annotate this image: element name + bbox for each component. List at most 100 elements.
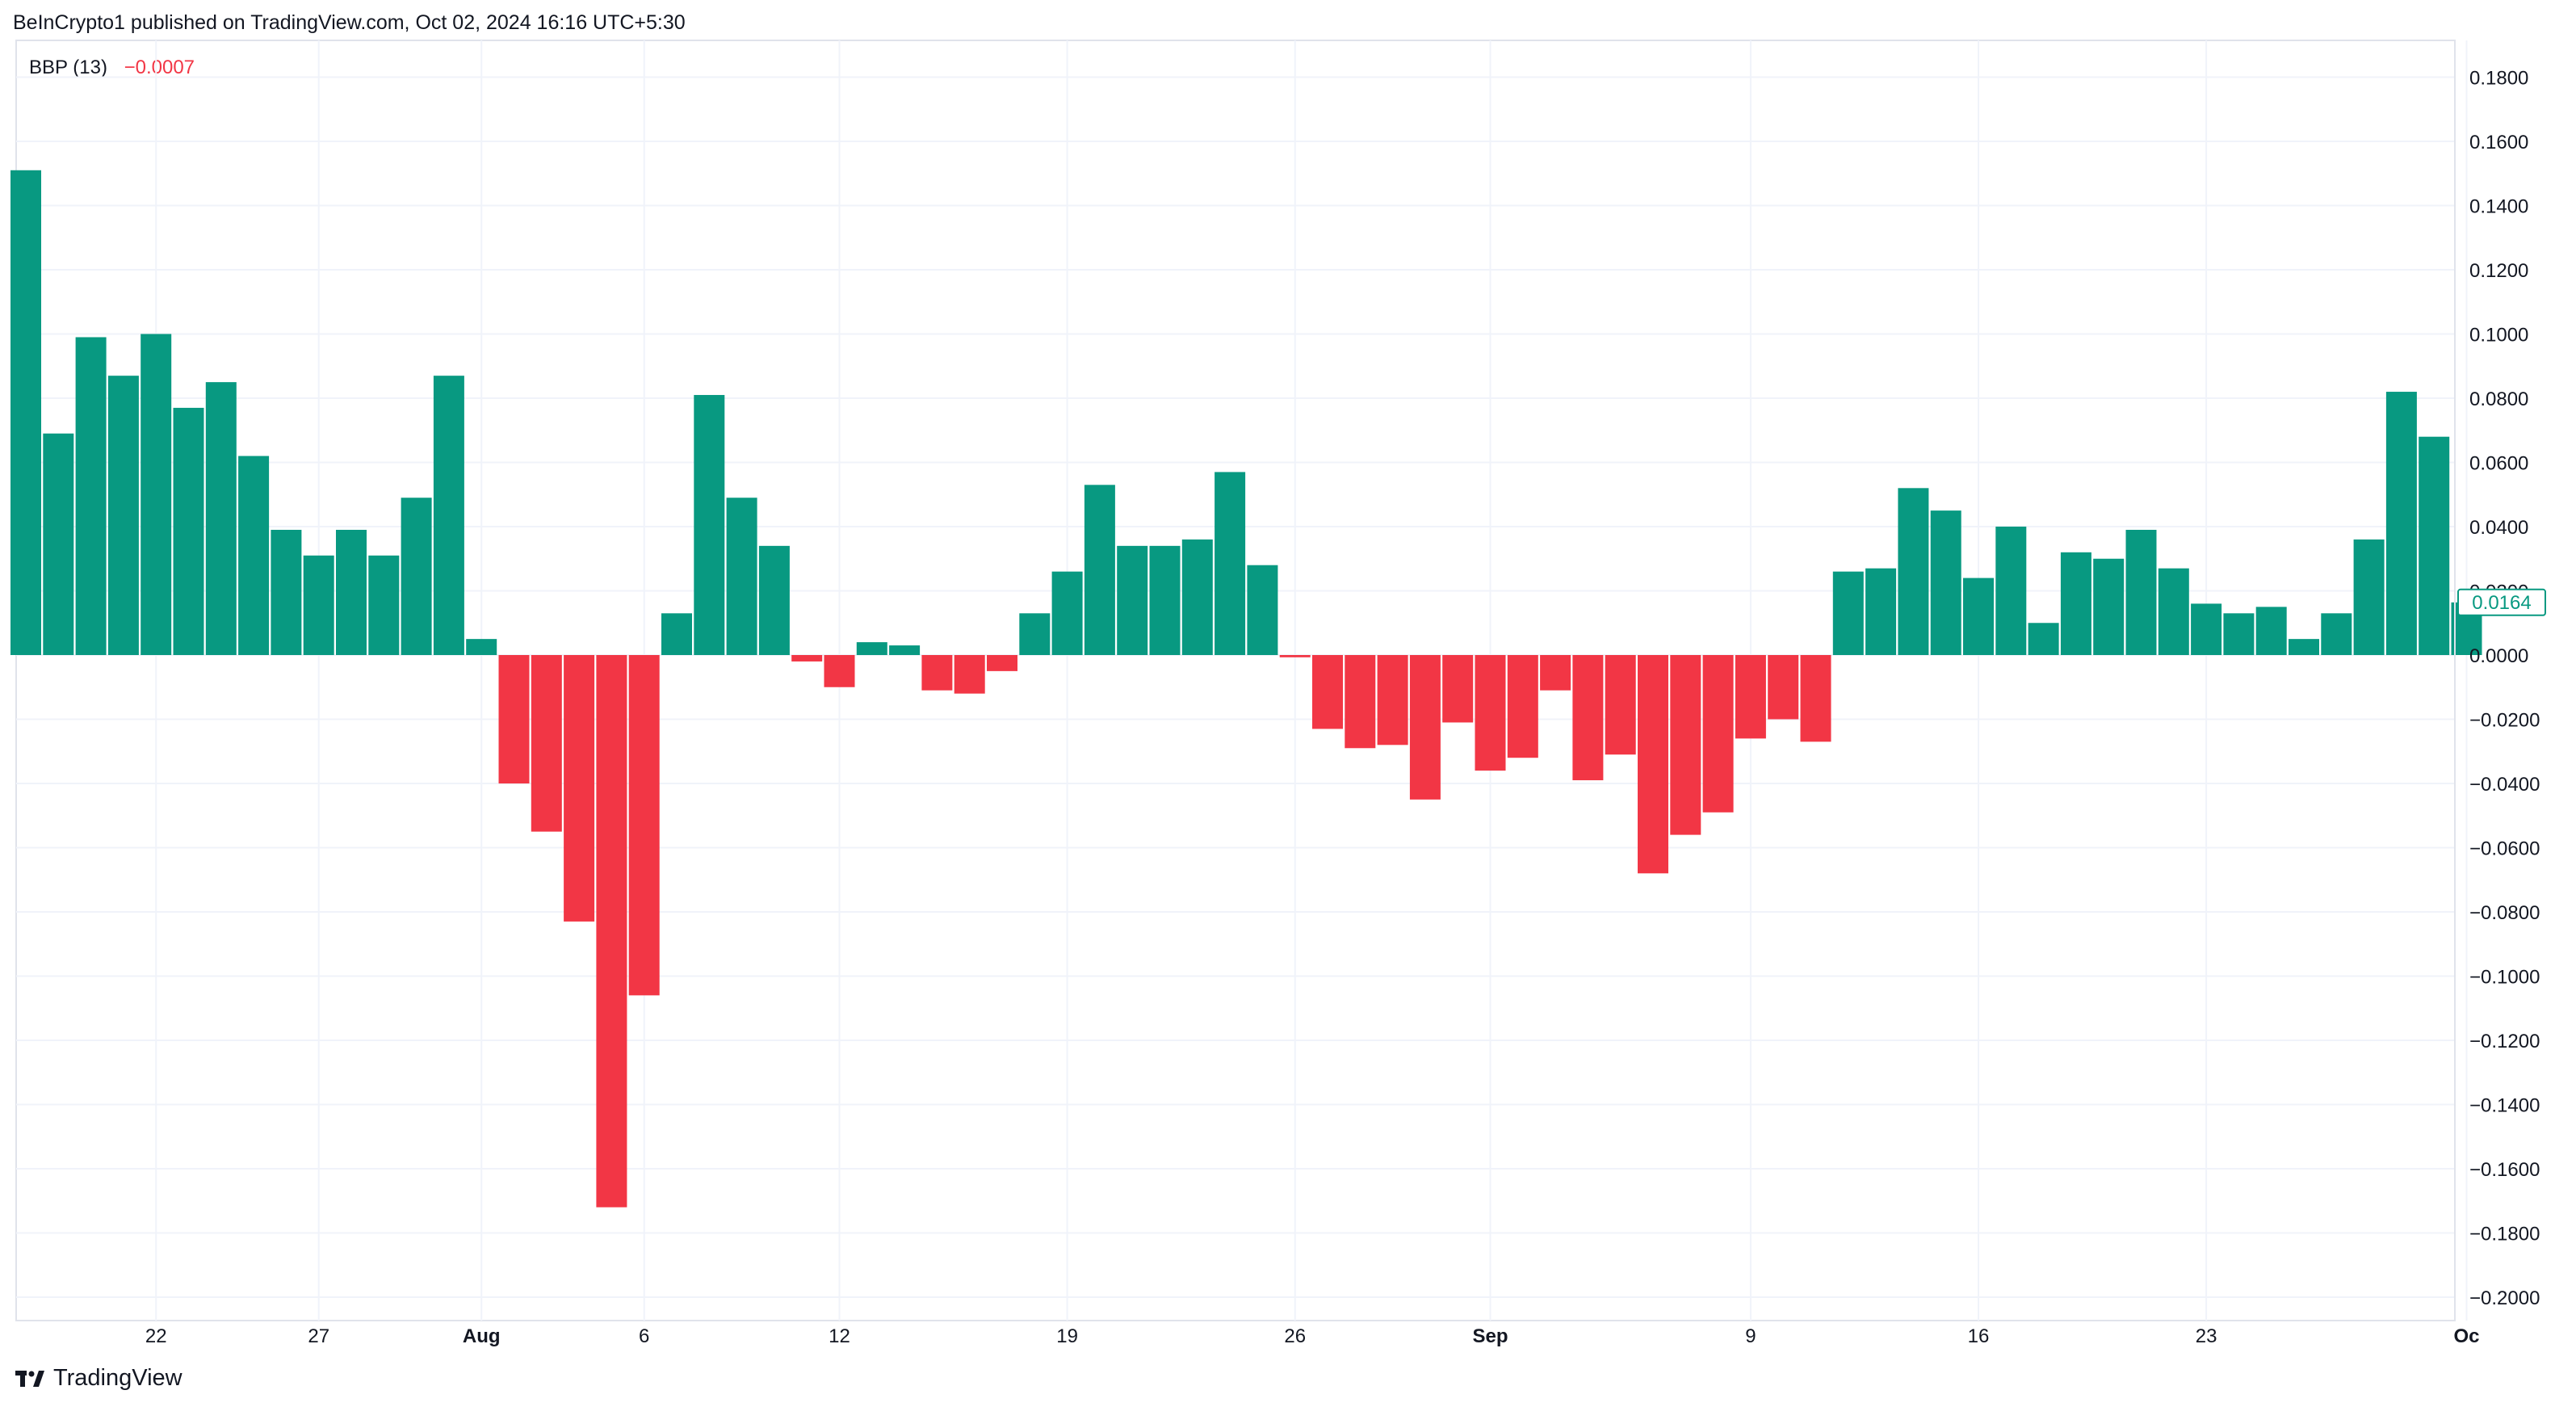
y-tick-label: −0.1400 <box>2469 1095 2540 1117</box>
last-value-badge <box>2457 588 2546 616</box>
histogram-bar <box>43 433 74 655</box>
histogram-bar <box>954 655 985 694</box>
x-tick-label: 12 <box>829 1325 850 1347</box>
y-tick-label: −0.1800 <box>2469 1224 2540 1245</box>
x-tick-label: 26 <box>1284 1325 1306 1347</box>
histogram-bar <box>1540 655 1571 691</box>
histogram-bar <box>1247 565 1278 655</box>
histogram-bar <box>1572 655 1604 781</box>
x-tick-label: Sep <box>1472 1325 1508 1347</box>
y-tick-label: 0.1600 <box>2469 132 2528 153</box>
histogram-bar <box>856 642 887 655</box>
histogram-bar <box>1215 472 1246 655</box>
histogram-bar <box>2060 552 2091 655</box>
histogram-bar <box>2419 436 2450 655</box>
x-tick-label: 19 <box>1056 1325 1078 1347</box>
y-tick-label: −0.0800 <box>2469 902 2540 924</box>
x-tick-label: Aug <box>463 1325 501 1347</box>
histogram-bar <box>75 337 107 655</box>
indicator-value: −0.0007 <box>124 57 195 78</box>
histogram-bar <box>1638 655 1668 874</box>
histogram-bar <box>10 170 41 655</box>
x-tick-label: 27 <box>308 1325 329 1347</box>
histogram-bar <box>336 529 367 655</box>
y-tick-label: −0.1200 <box>2469 1031 2540 1052</box>
histogram-bar <box>368 555 400 655</box>
indicator-legend: BBP (13) −0.0007 <box>29 57 195 79</box>
histogram-bar <box>107 376 139 655</box>
histogram-bars <box>10 170 2482 1208</box>
histogram-bar <box>141 334 172 655</box>
x-tick-label: 9 <box>1745 1325 1756 1347</box>
indicator-name: BBP (13) <box>29 57 107 78</box>
histogram-bar <box>661 613 692 655</box>
x-tick-label: 6 <box>639 1325 649 1347</box>
histogram-bar <box>1670 655 1701 835</box>
histogram-bar <box>2028 623 2059 655</box>
histogram-bar <box>987 655 1017 671</box>
publish-info: BeInCrypto1 published on TradingView.com… <box>13 11 686 34</box>
histogram-bar <box>498 655 530 783</box>
y-tick-label: 0.0800 <box>2469 388 2528 410</box>
y-tick-label: −0.2000 <box>2469 1287 2540 1309</box>
histogram-bar <box>1312 655 1343 729</box>
histogram-bar <box>694 395 725 655</box>
histogram-bar <box>921 655 953 691</box>
histogram-bar <box>1963 578 1994 655</box>
histogram-bar <box>2321 613 2352 655</box>
histogram-bar <box>1051 571 1083 655</box>
axes: 0.1800 0.1600 0.1400 0.1200 0.1000 0.0800 0.06… <box>145 40 2546 1347</box>
histogram-bar <box>1279 655 1311 657</box>
histogram-bar <box>564 655 595 922</box>
histogram-bar <box>1507 655 1538 758</box>
histogram-bar <box>2255 607 2287 655</box>
histogram-bar <box>1409 655 1441 800</box>
y-tick-label: 0.0600 <box>2469 453 2528 475</box>
histogram-bar <box>173 407 204 655</box>
y-tick-label: −0.1600 <box>2469 1159 2540 1181</box>
histogram-bar <box>466 639 497 655</box>
histogram-bar <box>401 498 432 655</box>
y-tick-label: 0.0400 <box>2469 517 2528 539</box>
histogram-bar <box>824 655 855 687</box>
y-tick-label: −0.0200 <box>2469 710 2540 732</box>
histogram-bar <box>2223 613 2255 655</box>
histogram-bar <box>2353 539 2385 655</box>
histogram-bar <box>1084 485 1115 655</box>
histogram-bar <box>1800 655 1831 742</box>
y-tick-label: 0.1400 <box>2469 196 2528 218</box>
last-value-label: 0.0164 <box>2472 592 2531 614</box>
histogram-bar <box>1345 655 1376 749</box>
histogram-bar <box>238 456 270 655</box>
y-tick-label: −0.1000 <box>2469 967 2540 989</box>
histogram-bar <box>1181 539 1213 655</box>
histogram-bar <box>1898 488 1929 655</box>
histogram-bar <box>889 645 921 655</box>
histogram-bar <box>1117 545 1148 655</box>
histogram-bar <box>1019 613 1051 655</box>
plot-frame <box>15 40 2456 1321</box>
x-tick-label: 23 <box>2196 1325 2217 1347</box>
histogram-bar <box>2158 568 2189 655</box>
y-tick-label: 0.1800 <box>2469 68 2528 90</box>
histogram-bar <box>1605 655 1636 755</box>
y-tick-label: 0.1200 <box>2469 260 2528 282</box>
histogram-bar <box>531 655 562 832</box>
histogram-bar <box>2385 392 2417 655</box>
x-tick-label: Oc <box>2453 1325 2479 1347</box>
histogram-bar <box>1475 655 1506 771</box>
histogram-bar <box>1702 655 1734 813</box>
histogram-bar <box>1768 655 1799 720</box>
histogram-bar <box>1377 655 1408 746</box>
y-tick-label: −0.0600 <box>2469 838 2540 860</box>
histogram-bar <box>2125 529 2157 655</box>
histogram-bar <box>205 382 237 655</box>
histogram-bar <box>1735 655 1766 739</box>
histogram-bar <box>433 376 464 655</box>
histogram-bar <box>596 655 627 1208</box>
histogram-bar <box>791 655 823 662</box>
histogram-bar <box>271 529 302 655</box>
histogram-bar <box>758 545 790 655</box>
histogram-bar <box>303 555 334 655</box>
